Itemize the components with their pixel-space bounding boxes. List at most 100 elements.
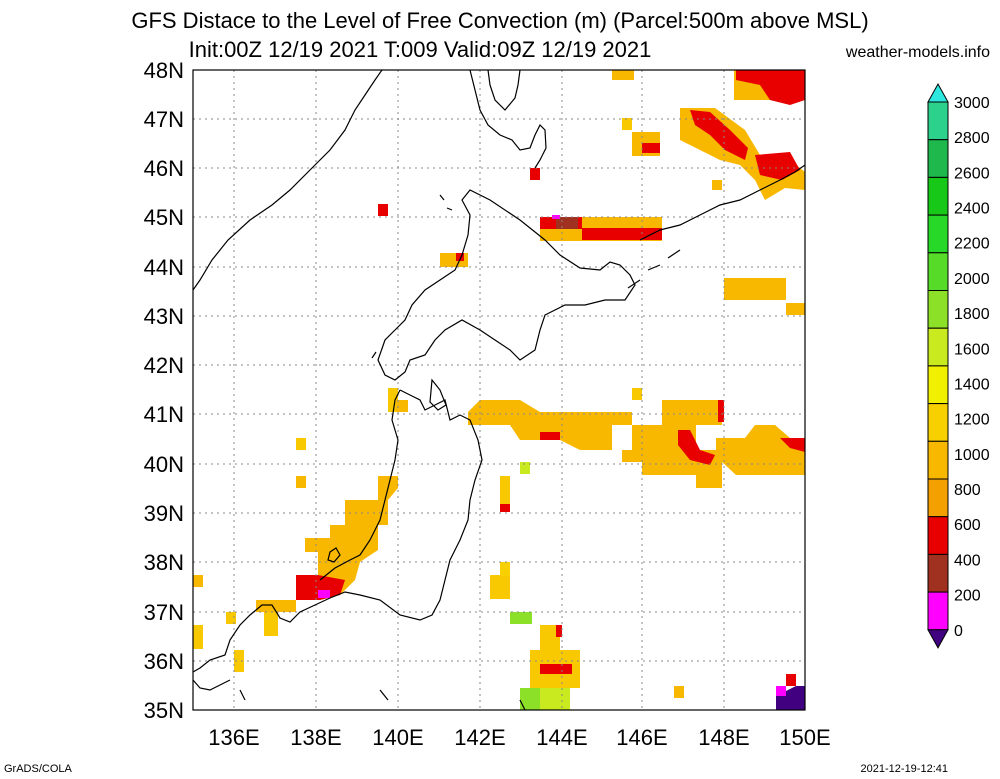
shade-region [520,462,530,474]
shade-region [622,118,632,130]
colorbar-label: 600 [954,517,981,534]
colorbar: 3000280026002400220020001800160014001200… [927,82,990,649]
shade-region [530,168,540,180]
shade-region [296,575,345,600]
lon-label: 144E [536,725,587,750]
shade-region [712,180,722,190]
colorbar-label: 1200 [954,412,990,429]
asia-coastline [192,69,383,291]
shade-region [582,228,662,240]
colorbar-bottom-arrow [927,629,949,649]
honshu-north [192,389,483,673]
lon-label: 142E [454,725,505,750]
lat-label: 42N [144,353,184,378]
colorbar-cell [927,516,949,555]
shade-region [632,388,642,400]
shade-region [264,612,278,636]
shade-region [193,575,203,587]
software-credit: GrADS/COLA [4,763,72,775]
shade-region [378,204,388,216]
colorbar-cell [927,440,949,480]
colorbar-cell [927,365,949,405]
colorbar-cell [927,553,949,593]
colorbar-label: 1800 [954,306,990,323]
shade-region [500,476,510,512]
shade-region [296,476,398,600]
shade-region [234,650,244,672]
shade-region [724,278,786,300]
colorbar-cell [927,478,949,518]
shade-region [776,686,786,696]
site-credit: weather-models.info [845,44,990,61]
shade-region [642,143,660,153]
shade-region [540,432,560,440]
colorbar-label: 200 [954,588,981,605]
colorbar-cell [927,176,949,216]
lon-label: 140E [372,725,423,750]
lat-label: 36N [144,649,184,674]
shade-region [456,253,464,261]
lon-label: 136E [208,725,259,750]
colorbar-cell [927,290,949,329]
colorbar-label: 1400 [954,376,990,393]
colorbar-label: 2400 [954,201,990,218]
lat-label: 35N [144,698,184,723]
shade-region [396,400,408,412]
shade-region [468,400,632,450]
lat-label: 38N [144,550,184,575]
colorbar-cell [927,327,949,367]
shade-region [193,625,203,649]
shade-region [500,562,510,576]
colorbar-label: 400 [954,552,981,569]
shade-region [318,590,330,598]
shade-region [540,664,572,674]
lat-label: 45N [144,205,184,230]
shade-region [540,688,570,710]
grid-lines [193,70,805,710]
colorbar-label: 2800 [954,130,990,147]
lat-label: 43N [144,304,184,329]
colorbar-label: 3000 [954,95,990,112]
lat-label: 37N [144,600,184,625]
shade-region [388,388,398,412]
shade-region [786,303,805,315]
colorbar-cell [927,214,949,254]
shade-region [718,400,724,422]
lon-axis: 136E 138E 140E 142E 144E 146E 148E 150E [208,725,830,750]
lat-label: 44N [144,255,184,280]
map-title: GFS Distace to the Level of Free Convect… [131,8,869,33]
colorbar-cell [927,591,949,631]
hokkaido [377,189,636,381]
kuril-islands [627,164,806,289]
lat-label: 48N [144,58,184,83]
lat-label: 39N [144,501,184,526]
lat-label: 46N [144,156,184,181]
colorbar-label: 2000 [954,271,990,288]
colorbar-label: 2200 [954,236,990,253]
colorbar-label: 2600 [954,165,990,182]
shade-region [296,476,306,488]
plot-area [193,70,805,710]
shade-region [786,674,796,686]
render-timestamp: 2021-12-19-12:41 [860,763,948,775]
shade-region [490,575,510,599]
colorbar-cell [927,101,949,141]
shade-region [500,504,510,512]
lon-label: 146E [616,725,667,750]
colorbar-label: 0 [954,623,963,640]
shaded-areas [193,70,805,710]
shade-region [690,110,748,160]
colorbar-cell [927,139,949,178]
shade-region [622,400,805,488]
colorbar-top-arrow [927,82,949,103]
shade-region [552,215,560,219]
lat-axis: 48N 47N 46N 45N 44N 43N 42N 41N 40N 39N … [144,58,184,723]
shade-region [510,612,532,624]
southern-coast [192,679,526,711]
lon-label: 148E [698,725,749,750]
lat-label: 41N [144,402,184,427]
sado-island [327,547,341,563]
coastlines [192,69,806,711]
colorbar-label: 800 [954,482,981,499]
shade-region [755,152,800,180]
